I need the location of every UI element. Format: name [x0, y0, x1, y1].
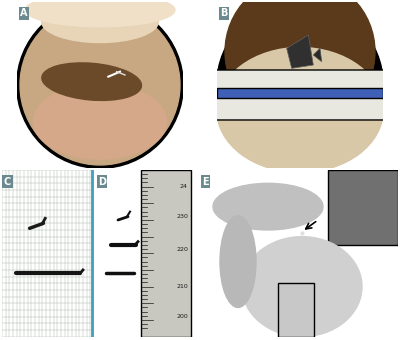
FancyBboxPatch shape — [328, 170, 398, 245]
Polygon shape — [313, 48, 322, 62]
Text: 210: 210 — [176, 284, 188, 289]
Ellipse shape — [220, 216, 256, 307]
Text: B: B — [220, 8, 228, 18]
Ellipse shape — [42, 63, 142, 100]
FancyBboxPatch shape — [215, 70, 385, 120]
Circle shape — [17, 2, 183, 168]
FancyBboxPatch shape — [278, 283, 314, 337]
Text: 230: 230 — [176, 214, 188, 219]
Text: D: D — [98, 177, 106, 187]
Ellipse shape — [33, 84, 167, 159]
Circle shape — [217, 2, 383, 168]
Text: A: A — [20, 8, 28, 18]
Ellipse shape — [25, 0, 175, 27]
FancyBboxPatch shape — [217, 88, 383, 98]
FancyBboxPatch shape — [141, 170, 191, 337]
Circle shape — [242, 237, 362, 337]
Ellipse shape — [213, 183, 323, 230]
Ellipse shape — [217, 48, 383, 172]
Text: C: C — [4, 177, 11, 187]
Circle shape — [20, 5, 180, 165]
Text: E: E — [202, 177, 209, 187]
Text: 220: 220 — [176, 248, 188, 253]
Polygon shape — [287, 35, 313, 68]
Text: 24: 24 — [180, 184, 188, 189]
Text: 200: 200 — [176, 314, 188, 319]
Circle shape — [225, 0, 375, 127]
Ellipse shape — [42, 1, 158, 42]
